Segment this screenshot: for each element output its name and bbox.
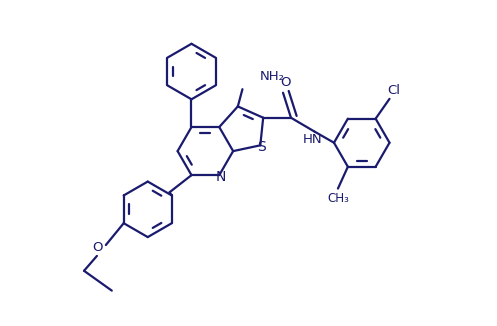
Text: NH₂: NH₂ — [259, 70, 285, 83]
Text: Cl: Cl — [387, 84, 400, 97]
Text: S: S — [257, 140, 266, 154]
Text: HN: HN — [303, 133, 323, 146]
Text: O: O — [92, 241, 103, 254]
Text: CH₃: CH₃ — [327, 192, 349, 205]
Text: N: N — [216, 170, 227, 184]
Text: O: O — [280, 76, 290, 89]
